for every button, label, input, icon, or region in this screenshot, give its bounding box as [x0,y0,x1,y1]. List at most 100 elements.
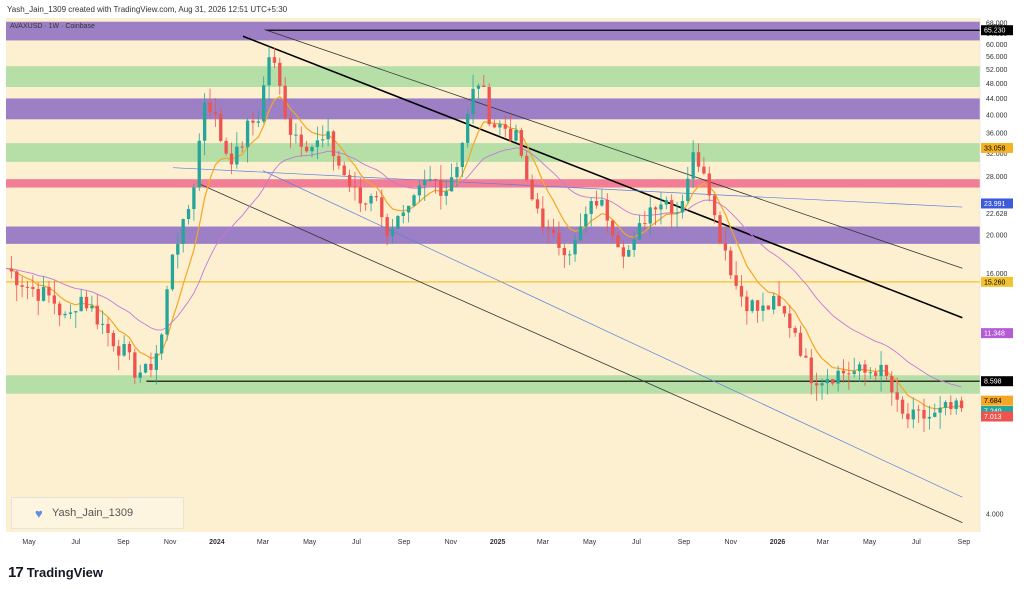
candle-body [466,114,470,143]
y-tick-label: 28.000 [986,174,1008,181]
candle-body [825,379,830,384]
candle-body [471,88,475,115]
candle-body [487,86,491,125]
candle-body [546,227,550,229]
candle-body [675,212,679,214]
candle-body [562,247,566,256]
candle-body [691,152,695,179]
candle-body [321,139,325,141]
candle-body [793,328,797,333]
x-tick-label: May [22,539,36,546]
price-label-box [981,395,1013,406]
candle-body [680,200,685,213]
candle-body [117,346,121,356]
candles-layer [9,46,964,433]
candle-body [514,129,518,141]
x-tick-label: Jul [71,539,80,546]
x-tick-label: 2026 [770,539,786,546]
candle-body [750,300,754,312]
plot-background [6,18,980,532]
candle-body [503,124,507,129]
candle-body [857,364,862,372]
price-label-box [981,328,1013,339]
brand-name: TradingView [26,564,104,580]
time-axis-background [6,532,1020,550]
levels-layer [6,29,980,382]
x-tick-label: Mar [817,539,830,546]
watermark-text: Yash_Jain_1309 [52,507,134,519]
candle-body [788,313,792,329]
candle-body [160,334,164,354]
candle-body [498,124,502,128]
candle-body [594,201,599,206]
candle-body [235,146,239,165]
candle-body [25,286,30,288]
chart-area[interactable]: 68.00064.00060.00056.00052.00048.00044.0… [5,18,1020,550]
candle-body [906,413,910,420]
candle-body [31,287,35,289]
candle-body [573,240,577,255]
candle-body [197,140,201,188]
price-labels: 65.230 33.058 23.991 15.260 11.348 8.598 7.684… [981,25,1013,422]
y-tick-label: 16.000 [986,271,1008,278]
y-tick-label: 4.000 [986,511,1004,518]
candle-body [262,85,266,122]
candle-body [433,179,438,181]
candle-body [525,155,529,180]
zone-green-6 [6,375,980,394]
candle-body [444,191,448,196]
price-label-text: 23.991 [984,201,1006,208]
candle-body [288,117,293,135]
candle-body [782,306,787,314]
candle-body [58,303,62,316]
candle-body [927,416,932,419]
candle-body [127,343,132,353]
moving-averages-layer [5,95,962,410]
candle-body [63,313,67,316]
candle-body [347,175,352,187]
x-tick-label: Nov [725,539,738,546]
x-tick-label: 2024 [209,539,225,546]
y-tick-label: 22.628 [986,211,1008,218]
y-tick-label: 60.000 [986,42,1008,49]
candle-body [718,215,722,244]
candle-body [385,217,389,236]
candle-body [766,305,770,310]
candle-body [557,232,561,248]
zone-purple-0 [6,21,980,41]
candle-body [772,296,776,310]
y-tick-label: 44.000 [986,96,1008,103]
currency-label: USD [988,24,1003,31]
candle-body [272,57,277,63]
ma-slow-line [5,147,962,388]
candle-body [229,153,234,165]
trendlines-layer [173,29,963,524]
x-tick-label: Sep [958,539,971,546]
candle-body [584,213,588,227]
candle-body [219,113,223,141]
candle-body [428,179,432,181]
candle-body [122,343,126,356]
tradingview-brand[interactable]: 17 TradingView [8,563,103,581]
candle-body [278,62,282,86]
candle-body [911,409,915,420]
candle-body [9,268,14,272]
price-label-text: 65.230 [984,28,1006,35]
candle-body [616,235,620,248]
candle-body [342,165,346,176]
heart-icon: ♥ [35,506,43,521]
price-label-text: 11.348 [984,331,1005,338]
candle-body [755,300,760,311]
candle-body [353,186,357,188]
candle-body [143,363,148,373]
candle-body [551,228,556,233]
candle-body [396,216,400,229]
candlestick-chart[interactable]: 68.00064.00060.00056.00052.00048.00044.0… [5,18,1020,550]
candle-body [707,173,711,196]
candle-body [149,363,153,370]
x-tick-label: Sep [398,539,411,546]
candle-body [304,146,309,152]
candle-body [482,85,486,87]
candle-body [390,228,395,236]
y-tick-label: 52.000 [986,67,1008,74]
